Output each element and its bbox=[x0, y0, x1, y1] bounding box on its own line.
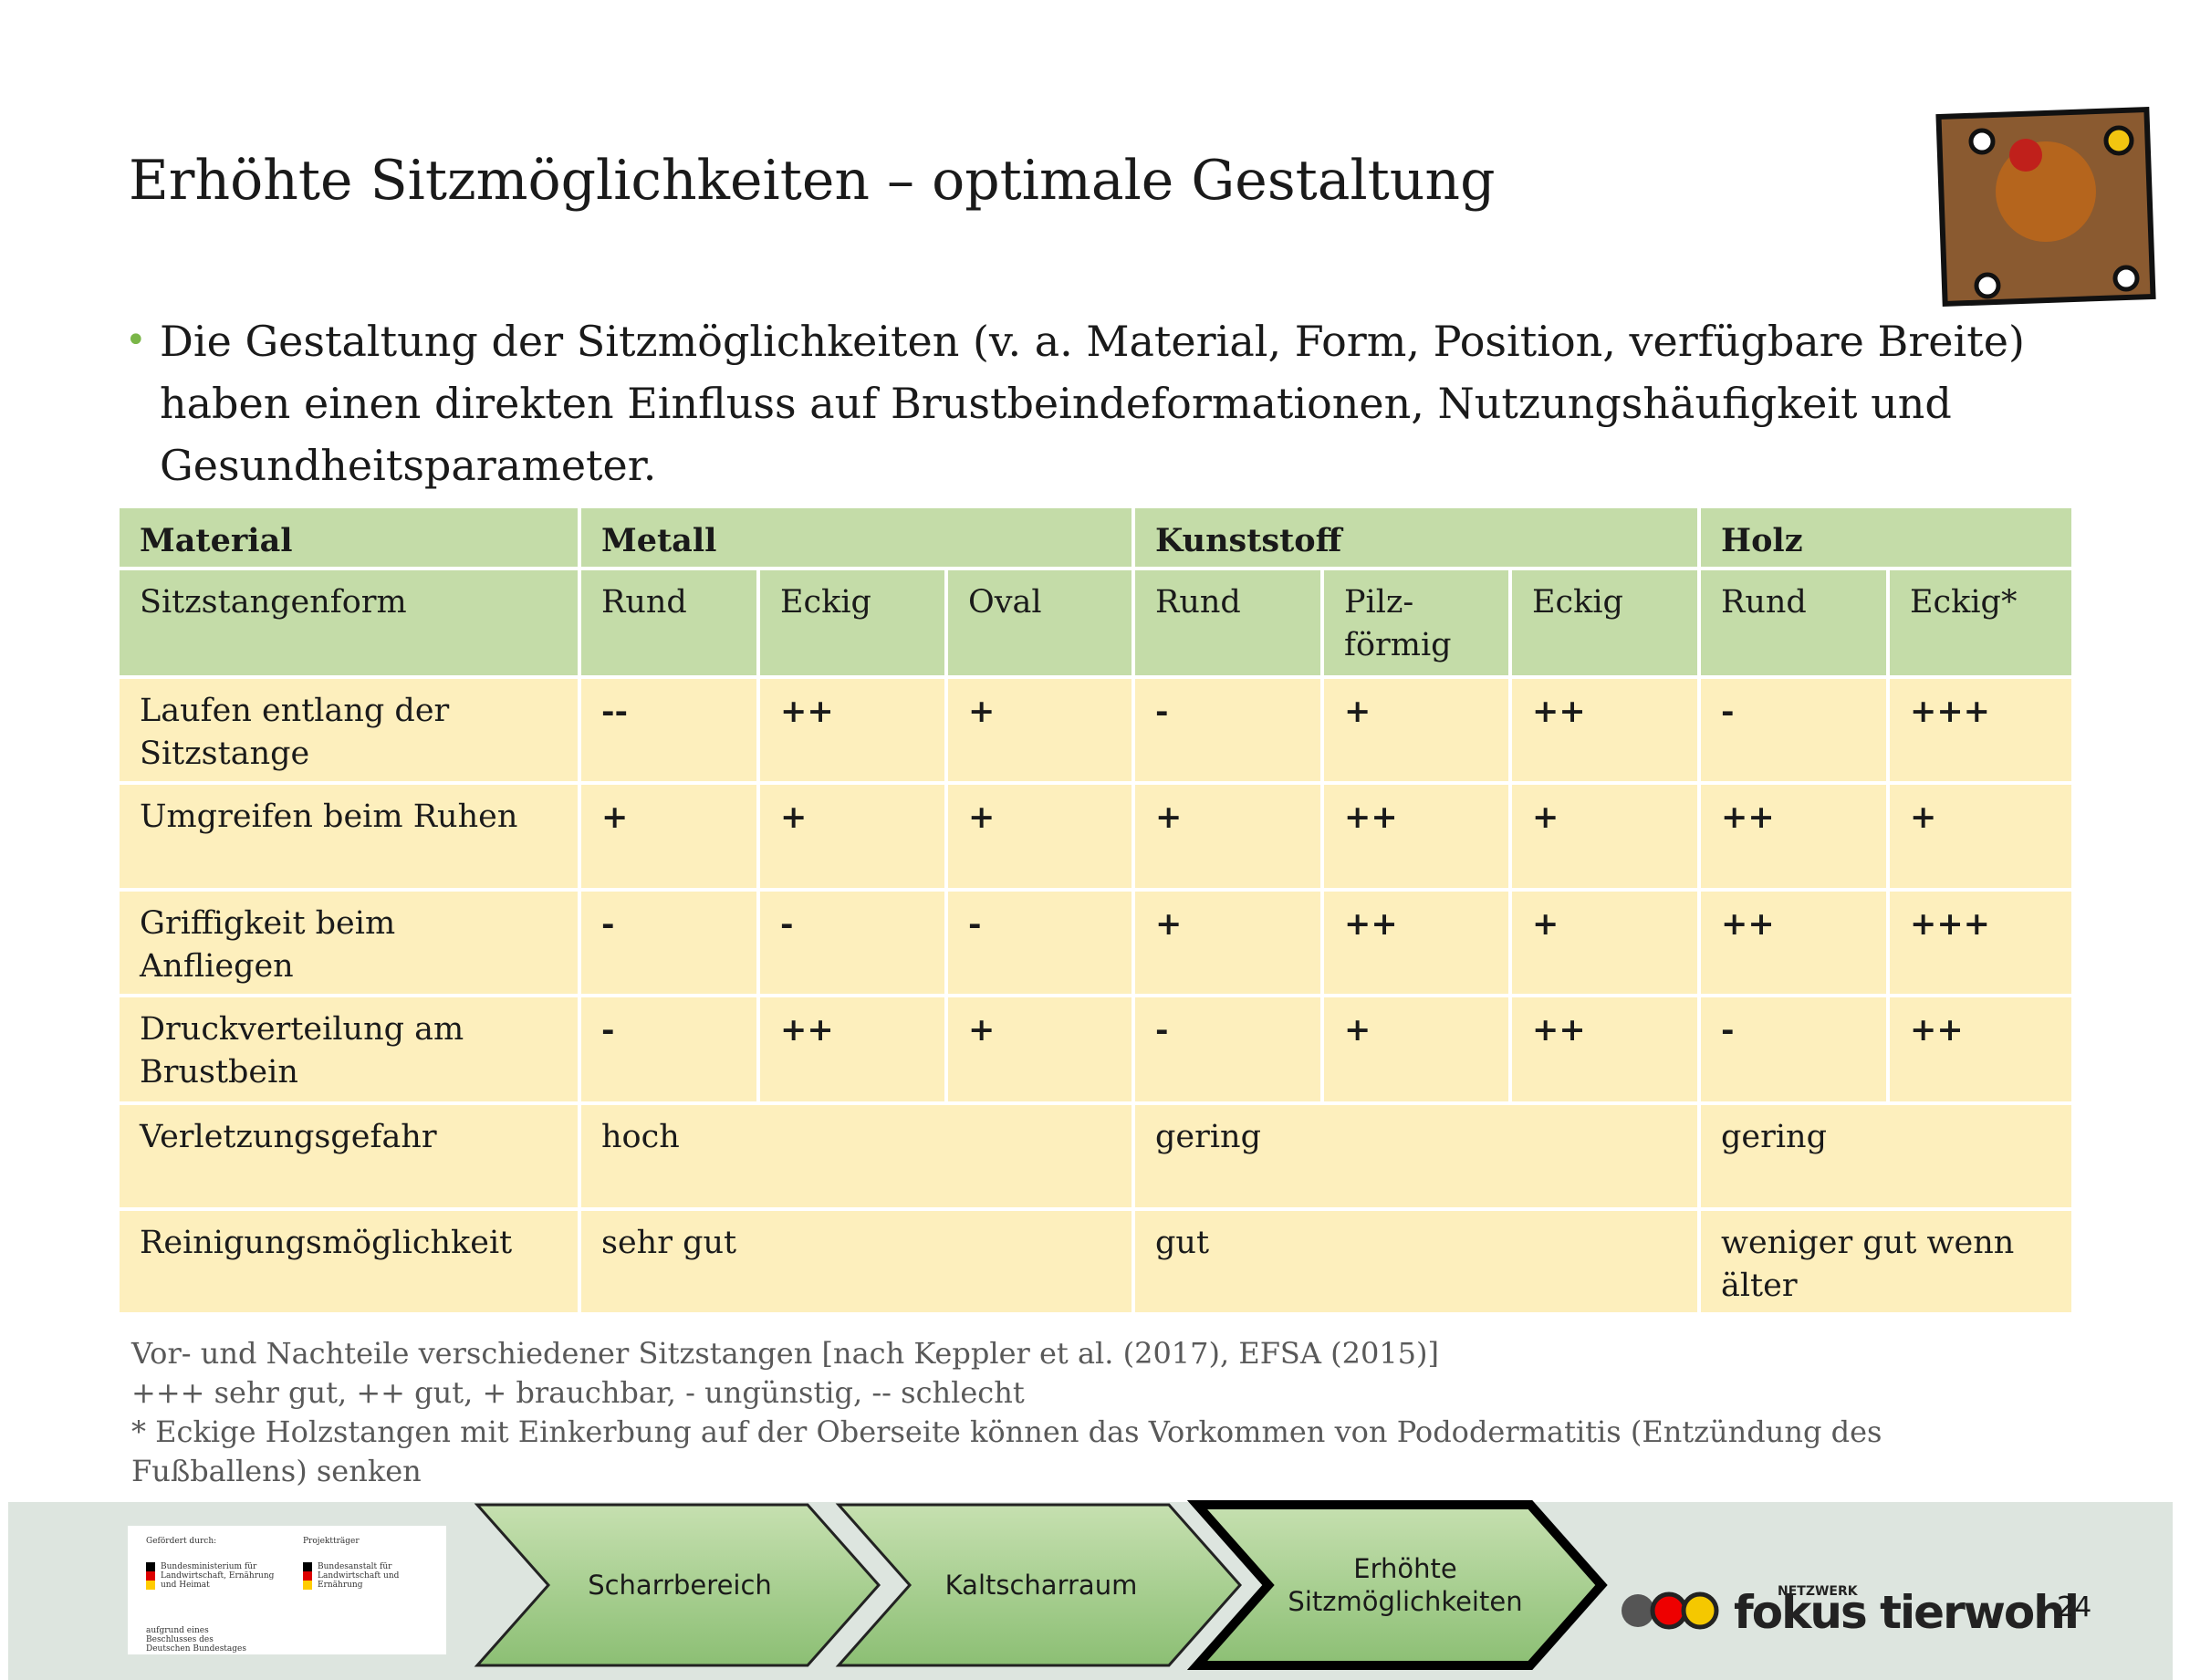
bullet-dot: • bbox=[125, 319, 147, 361]
nav-step[interactable]: Scharrbereich bbox=[588, 1570, 772, 1601]
corner bbox=[1974, 272, 2001, 299]
agency: Bundesanstalt für Landwirtschaft und Ern… bbox=[318, 1562, 400, 1590]
hen-comb bbox=[2009, 139, 2042, 172]
logo-eye bbox=[1650, 1591, 1688, 1630]
funding-label: Gefördert durch: bbox=[146, 1537, 217, 1546]
rating-cell: + bbox=[581, 785, 756, 888]
rating-cell: ++ bbox=[760, 997, 944, 1101]
form-cell: Rund bbox=[581, 570, 756, 675]
row-label: Reinigungsmöglichkeit bbox=[120, 1211, 578, 1312]
rating-cell: ++ bbox=[1324, 892, 1508, 994]
rating-cell: + bbox=[948, 785, 1132, 888]
group-cell: sehr gut bbox=[581, 1211, 1132, 1312]
form-cell: Eckig bbox=[1512, 570, 1697, 675]
corner bbox=[1968, 128, 1996, 155]
rating-cell: +++ bbox=[1890, 892, 2071, 994]
group-cell: gut bbox=[1135, 1211, 1697, 1312]
row-label: Laufen entlang der Sitzstange bbox=[120, 679, 578, 781]
nav-step[interactable]: Kaltscharraum bbox=[944, 1570, 1138, 1601]
rating-cell: ++ bbox=[1890, 997, 2071, 1101]
rating-cell: -- bbox=[581, 679, 756, 781]
form-cell: Pilz- förmig bbox=[1324, 570, 1508, 675]
group-cell: gering bbox=[1135, 1105, 1697, 1207]
form-cell: Rund bbox=[1135, 570, 1320, 675]
logo: fokus tierwohl bbox=[1734, 1586, 2080, 1639]
bullet-text: Die Gestaltung der Sitzmöglichkeiten (v.… bbox=[160, 317, 2025, 490]
rating-cell: ++ bbox=[1512, 679, 1697, 781]
group-cell: hoch bbox=[581, 1105, 1132, 1207]
logo-eye bbox=[1681, 1591, 1719, 1630]
row-label: Umgreifen beim Ruhen bbox=[120, 785, 578, 888]
page-number: 24 bbox=[2057, 1591, 2092, 1623]
group-cell: weniger gut wenn älter bbox=[1701, 1211, 2071, 1312]
form-cell: Eckig* bbox=[1890, 570, 2071, 675]
rating-cell: + bbox=[1135, 892, 1320, 994]
funding-note: aufgrund eines Beschlusses des Deutschen… bbox=[146, 1626, 246, 1654]
logo-eye bbox=[1622, 1594, 1654, 1627]
rating-cell: - bbox=[1135, 997, 1320, 1101]
rating-cell: - bbox=[760, 892, 944, 994]
funding-label: Projektträger bbox=[303, 1537, 360, 1546]
rating-cell: - bbox=[948, 892, 1132, 994]
form-cell: Oval bbox=[948, 570, 1132, 675]
rating-cell: + bbox=[948, 997, 1132, 1101]
rating-cell: - bbox=[1701, 997, 1886, 1101]
funding-box: Gefördert durch: Projektträger Bundesmin… bbox=[128, 1526, 446, 1654]
rating-cell: - bbox=[581, 892, 756, 994]
flag bbox=[146, 1562, 155, 1590]
caption-line: Fußballens) senken bbox=[131, 1454, 422, 1488]
logo-small: NETZWERK bbox=[1778, 1584, 1858, 1599]
form-cell: Sitzstangenform bbox=[120, 570, 578, 675]
rating-cell: + bbox=[1512, 785, 1697, 888]
rating-cell: +++ bbox=[1890, 679, 2071, 781]
rating-cell: ++ bbox=[760, 679, 944, 781]
title: Erhöhte Sitzmöglichkeiten – optimale Ges… bbox=[129, 149, 1496, 213]
caption-line: Vor- und Nachteile verschiedener Sitzsta… bbox=[131, 1336, 1439, 1371]
row-label: Verletzungsgefahr bbox=[120, 1105, 578, 1207]
rating-cell: ++ bbox=[1701, 892, 1886, 994]
chevron-active bbox=[1186, 1500, 1608, 1670]
rating-cell: - bbox=[581, 997, 756, 1101]
rating-cell: + bbox=[1512, 892, 1697, 994]
corner bbox=[2103, 125, 2134, 156]
rating-cell: ++ bbox=[1701, 785, 1886, 888]
rating-cell: - bbox=[1701, 679, 1886, 781]
rating-cell: + bbox=[1135, 785, 1320, 888]
header-cell: Metall bbox=[581, 508, 1132, 567]
rating-cell: - bbox=[1135, 679, 1320, 781]
rating-cell: + bbox=[1324, 997, 1508, 1101]
chevron bbox=[835, 1503, 1243, 1667]
form-cell: Eckig bbox=[760, 570, 944, 675]
header-cell: Kunststoff bbox=[1135, 508, 1697, 567]
rating-cell: + bbox=[1324, 679, 1508, 781]
caption-line: * Eckige Holzstangen mit Einkerbung auf … bbox=[131, 1414, 1882, 1449]
chevron bbox=[474, 1503, 881, 1667]
header-cell: Material bbox=[120, 508, 578, 567]
form-cell: Rund bbox=[1701, 570, 1886, 675]
rating-cell: + bbox=[760, 785, 944, 888]
rating-cell: ++ bbox=[1512, 997, 1697, 1101]
group-cell: gering bbox=[1701, 1105, 2071, 1207]
nav-step-active[interactable]: Erhöhte Sitzmöglichkeiten bbox=[1288, 1553, 1523, 1617]
corner bbox=[2112, 265, 2140, 292]
row-label: Druckverteilung am Brustbein bbox=[120, 997, 578, 1101]
caption-line: +++ sehr gut, ++ gut, + brauchbar, - ung… bbox=[131, 1375, 1025, 1410]
rating-cell: ++ bbox=[1324, 785, 1508, 888]
ministry: Bundesministerium für Landwirtschaft, Er… bbox=[161, 1562, 275, 1590]
row-label: Griffigkeit beim Anfliegen bbox=[120, 892, 578, 994]
rating-cell: + bbox=[948, 679, 1132, 781]
flag bbox=[303, 1562, 312, 1590]
header-cell: Holz bbox=[1701, 508, 2071, 567]
rating-cell: + bbox=[1890, 785, 2071, 888]
